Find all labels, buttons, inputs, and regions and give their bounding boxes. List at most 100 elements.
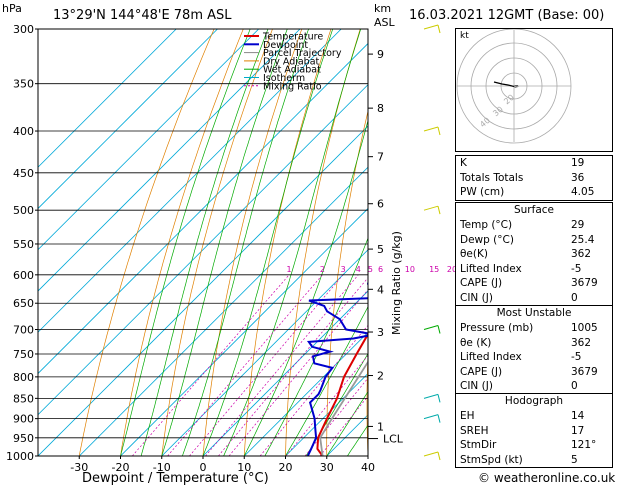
pressure-tick-label: 400 (13, 125, 34, 138)
pressure-tick-label: 450 (13, 167, 34, 180)
hodo-row-value: 121° (571, 439, 597, 452)
mu-row-value: 0 (571, 380, 578, 393)
surface-row-label: Temp (°C) (460, 219, 513, 231)
wet-adiabat (285, 305, 368, 456)
height-tick-label: 4 (377, 283, 384, 296)
surface-row-value: 25.4 (571, 233, 595, 246)
wind-barb-icon (423, 205, 439, 211)
mixing-ratio-axis-title: Mixing Ratio (g/kg) (390, 231, 403, 335)
legend-label: Wet Adiabat (263, 65, 321, 76)
height-tick-label: 3 (377, 326, 384, 339)
surface-title: Surface (513, 204, 554, 216)
surface-row-label: θe(K) (460, 248, 488, 261)
isotherm (38, 29, 260, 251)
wind-barb-icon (423, 393, 439, 399)
surface-row-value: -5 (571, 262, 582, 275)
dry-adiabat (243, 29, 332, 456)
surface-row-value: 362 (571, 248, 592, 261)
isotherm (202, 290, 368, 456)
height-tick-label: 5 (377, 243, 384, 256)
mixing-ratio-label: 15 (429, 265, 439, 274)
mu-row-label: Pressure (mb) (460, 322, 534, 334)
dry-adiabat (366, 345, 368, 456)
hodograph-table: Hodograph EH 14 SREH 17 StmDir 121° StmSpd … (455, 393, 613, 469)
mixing-ratio-line (228, 289, 368, 456)
mu-row-value: 3679 (571, 365, 598, 378)
wind-barb-icon (437, 126, 441, 136)
dry-adiabat (326, 109, 368, 456)
k-index-label: K (460, 157, 467, 169)
km-label: km (374, 2, 392, 15)
legend-label: Parcel Trajectory (263, 48, 342, 59)
pressure-tick-label: 800 (13, 371, 34, 384)
temperature-tick-label: 30 (320, 461, 334, 474)
hodograph-title: Hodograph (504, 395, 564, 407)
mixing-ratio-label: 10 (405, 265, 415, 274)
pressure-tick-label: 350 (13, 78, 34, 91)
mixing-ratio-line (218, 277, 368, 456)
height-tick-label: 9 (377, 48, 384, 61)
mixing-ratio-label: 5 (368, 265, 373, 274)
pressure-tick-label: 500 (13, 204, 34, 217)
hodo-row-label: EH (460, 410, 475, 422)
mu-row-label: CAPE (J) (460, 365, 503, 378)
temperature-tick-label: 40 (361, 461, 375, 474)
wind-barb-icon (437, 451, 441, 461)
hodo-row-label: StmSpd (kt) (460, 453, 523, 466)
totals-label: Totals Totals (460, 171, 524, 184)
dry-adiabat (617, 17, 629, 456)
height-tick-label: 2 (377, 370, 384, 383)
dry-adiabat (120, 29, 244, 456)
mixing-ratio-label: 6 (378, 265, 383, 274)
mixing-ratio-line (167, 274, 323, 456)
surface-row-label: CIN (J) (460, 291, 493, 304)
asl-label: ASL (374, 16, 395, 29)
wind-barb-icon (423, 325, 439, 330)
isotherm (38, 29, 219, 210)
surface-row-label: CAPE (J) (460, 277, 503, 290)
x-axis-title: Dewpoint / Temperature (°C) (82, 471, 269, 486)
pw-value: 4.05 (571, 186, 595, 199)
wind-barb-icon (437, 414, 441, 423)
dry-adiabat (78, 29, 215, 456)
wind-barb-icon (423, 414, 439, 420)
indices-table: K 19 Totals Totals 36 PW (cm) 4.05 (455, 155, 613, 201)
dry-adiabat (406, 17, 451, 456)
isotherm (244, 331, 368, 456)
pressure-tick-label: 750 (13, 348, 34, 361)
isotherm (161, 249, 368, 456)
pressure-tick-label: 650 (13, 297, 34, 310)
isotherm (120, 207, 368, 456)
hodograph-panel: kt 40 30 20 (455, 28, 613, 152)
mixing-ratio-label: 2 (320, 265, 325, 274)
wind-barb-icon (437, 325, 441, 334)
wind-barb-icon (423, 24, 439, 30)
wind-barb-icon (437, 394, 441, 403)
legend-label: Mixing Ratio (263, 81, 322, 92)
isotherm (38, 29, 177, 168)
most-unstable-title: Most Unstable (496, 307, 572, 319)
hodo-row-label: StmDir (460, 439, 497, 452)
mu-row-value: 1005 (571, 322, 598, 334)
pressure-tick-label: 900 (13, 413, 34, 426)
isotherm (38, 84, 368, 416)
dry-adiabat (161, 29, 273, 456)
temperature-tick-label: 0 (200, 461, 207, 474)
dry-adiabat (202, 29, 303, 456)
surface-row-label: Dewp (°C) (460, 233, 514, 246)
mu-row-value: 362 (571, 336, 592, 349)
mu-row-label: Lifted Index (460, 351, 522, 364)
hodo-row-value: 17 (571, 424, 585, 437)
surface-row-value: 3679 (571, 277, 598, 290)
pressure-tick-label: 550 (13, 238, 34, 251)
legend-label: Isotherm (263, 73, 305, 84)
wind-barb-icon (423, 126, 439, 132)
legend-label: Dry Adiabat (263, 56, 320, 67)
wet-adiabat (161, 29, 288, 456)
datetime-title: 16.03.2021 12GMT (Base: 00) (409, 8, 605, 23)
hodo-row-value: 14 (571, 410, 585, 422)
mu-row-value: -5 (571, 351, 582, 364)
most-unstable-table: Most Unstable Pressure (mb) 1005 θe (K) 36… (455, 305, 613, 395)
mixing-ratio-line (189, 274, 344, 456)
